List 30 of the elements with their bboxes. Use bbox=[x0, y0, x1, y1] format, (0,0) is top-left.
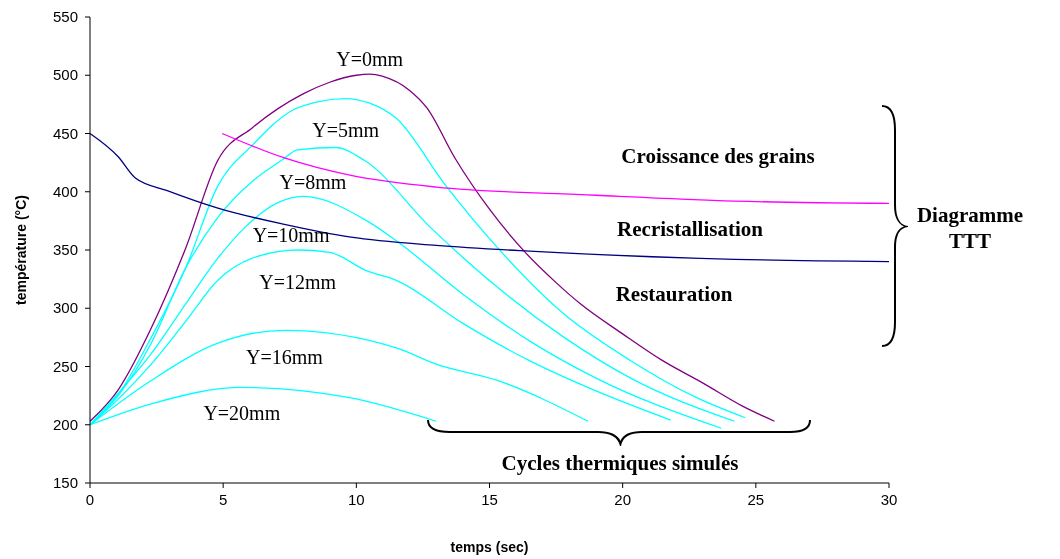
series-label: Y=20mm bbox=[203, 402, 281, 425]
y-tick-label: 200 bbox=[52, 415, 78, 433]
annotation: Recristallisation bbox=[617, 217, 764, 241]
series-label: Y=5mm bbox=[312, 118, 380, 141]
annotation: Croissance des grains bbox=[621, 144, 815, 168]
y-tick-label: 500 bbox=[52, 66, 78, 84]
x-tick-label: 15 bbox=[481, 491, 498, 508]
series-label: Y=16mm bbox=[246, 346, 324, 369]
x-tick-label: 20 bbox=[614, 491, 632, 508]
x-tick-label: 25 bbox=[747, 491, 765, 508]
y-tick-label: 450 bbox=[52, 124, 78, 142]
annotation: Cycles thermiques simulés bbox=[501, 451, 739, 475]
y-tick-label: 350 bbox=[52, 241, 78, 258]
x-tick-label: 30 bbox=[880, 491, 898, 508]
y-tick-label: 400 bbox=[52, 182, 78, 200]
annotation: Restauration bbox=[615, 282, 733, 306]
y-axis-title: température (°C) bbox=[13, 195, 29, 305]
x-axis-title: temps (sec) bbox=[450, 539, 529, 555]
y-tick-label: 550 bbox=[52, 8, 78, 25]
text: Diagramme TTT bbox=[916, 203, 1024, 253]
x-tick-label: 10 bbox=[347, 491, 365, 508]
y-tick-label: 250 bbox=[52, 357, 78, 375]
series-label: Y=8mm bbox=[279, 171, 347, 194]
x-tick-label: 0 bbox=[85, 491, 95, 508]
y-tick-label: 150 bbox=[52, 474, 78, 491]
series-label: Y=12mm bbox=[259, 271, 337, 293]
x-tick-label: 5 bbox=[218, 491, 228, 508]
series-label: Y=0mm bbox=[336, 48, 404, 71]
y-tick-label: 300 bbox=[52, 299, 78, 317]
series-label: Y=10mm bbox=[252, 224, 330, 247]
